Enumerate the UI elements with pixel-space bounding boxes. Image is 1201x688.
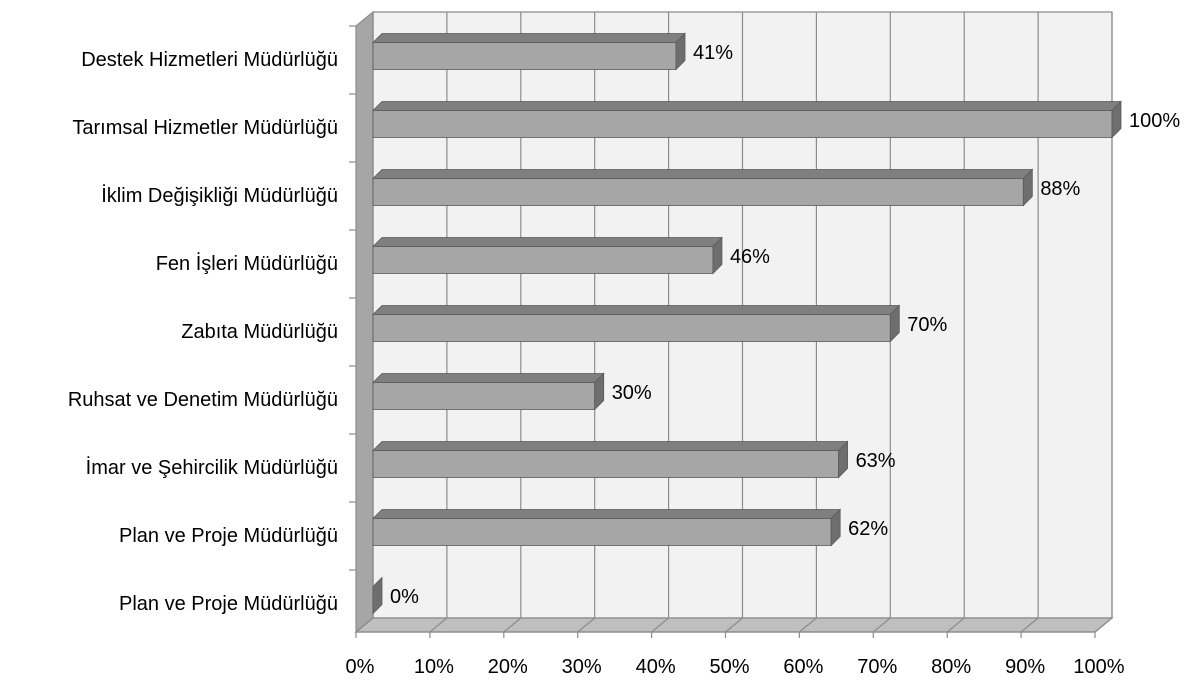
data-label: 63% [856, 450, 896, 472]
bar-front [372, 314, 891, 342]
bar-top [372, 509, 842, 519]
x-tick-label: 90% [1005, 656, 1045, 678]
bar-end [712, 236, 723, 275]
bars [372, 32, 1122, 615]
bar-end [372, 576, 383, 615]
floor-gridline [946, 617, 965, 633]
floor-gridline [1020, 617, 1039, 633]
x-tick-label: 80% [931, 656, 971, 678]
bar-front [372, 450, 839, 478]
x-tick-label: 50% [709, 656, 749, 678]
bar [372, 576, 383, 615]
category-label: Zabıta Müdürlüğü [181, 321, 338, 343]
bar [372, 100, 1122, 139]
side-wall [355, 10, 374, 634]
bar-front [372, 42, 677, 70]
data-label: 41% [693, 42, 733, 64]
bar-end [838, 440, 848, 479]
bar [372, 304, 901, 343]
bar [372, 236, 723, 275]
category-label: Plan ve Proje Müdürlüğü [119, 593, 338, 615]
data-labels: 41% 100% 88% 46% 70% 30% 63% 62% 0% [390, 42, 1180, 608]
bar [372, 168, 1034, 207]
category-label: İklim Değişikliği Müdürlüğü [101, 184, 338, 207]
bar-top [372, 101, 1122, 111]
x-tick-label: 100% [1073, 656, 1124, 678]
bar-top [372, 441, 849, 451]
category-label: Fen İşleri Müdürlüğü [156, 252, 338, 275]
data-label: 46% [730, 246, 770, 268]
bar [372, 508, 842, 547]
bar-top [372, 33, 686, 43]
x-tick-label: 60% [783, 656, 823, 678]
x-tick-label: 10% [414, 656, 454, 678]
category-label: Destek Hizmetleri Müdürlüğü [81, 49, 338, 71]
bar-top [372, 237, 723, 247]
floor-gridline [651, 617, 669, 633]
data-label: 88% [1040, 178, 1080, 200]
bar-front [372, 110, 1113, 138]
bar-front [372, 518, 832, 546]
x-tick-label: 70% [857, 656, 897, 678]
data-label: 0% [390, 586, 419, 608]
category-label: İmar ve Şehircilik Müdürlüğü [86, 456, 338, 479]
bar [372, 440, 849, 479]
floor-gridline [725, 617, 743, 633]
bar-top [372, 305, 901, 315]
bar-end [1111, 100, 1122, 139]
bar-end [594, 372, 605, 411]
data-label: 70% [907, 314, 947, 336]
floor-gridline [872, 617, 891, 633]
bar-end [1022, 168, 1033, 207]
data-label: 100% [1129, 110, 1180, 132]
category-label: Ruhsat ve Denetim Müdürlüğü [68, 389, 338, 411]
floor-gridline [429, 617, 448, 633]
bar-end [830, 508, 841, 547]
x-tick-label: 30% [562, 656, 602, 678]
bar [372, 32, 686, 71]
bar-top [372, 169, 1034, 179]
bar-front [372, 382, 596, 410]
floor-gridline [577, 617, 596, 633]
category-label: Tarımsal Hizmetler Müdürlüğü [72, 117, 338, 139]
bar-top [372, 373, 605, 383]
x-tick-labels: 0% 10% 20% 30% 40% 50% 60% 70% 80% 90% 100% [346, 656, 1125, 678]
floor-gridline [503, 617, 522, 633]
bar-front [372, 246, 714, 274]
data-label: 62% [848, 518, 888, 540]
bar-end [889, 304, 900, 343]
x-tick-label: 20% [488, 656, 528, 678]
bar [372, 372, 605, 411]
bar-end [675, 32, 686, 71]
data-label: 30% [612, 382, 652, 404]
floor-gridline [799, 617, 817, 633]
category-label: Plan ve Proje Müdürlüğü [119, 525, 338, 547]
x-tick-label: 0% [346, 656, 375, 678]
floor-gridline [355, 617, 374, 633]
x-tick-label: 40% [636, 656, 676, 678]
bar-front [372, 178, 1024, 206]
floor-gridline [1094, 617, 1113, 633]
category-labels: Destek Hizmetleri Müdürlüğü Tarımsal Hizm… [68, 49, 338, 615]
